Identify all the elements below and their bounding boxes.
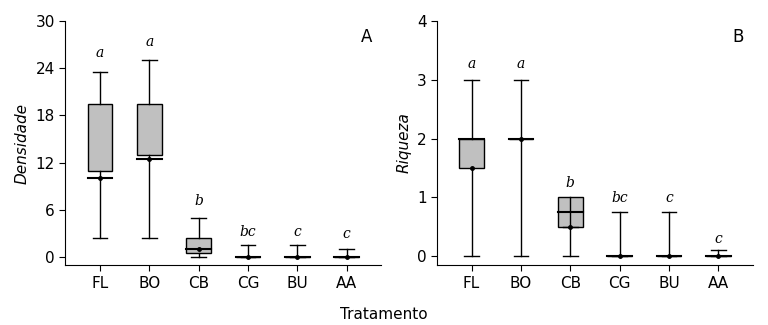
Text: bc: bc [240, 225, 257, 239]
Text: c: c [665, 190, 673, 204]
FancyBboxPatch shape [88, 104, 112, 171]
Text: a: a [517, 57, 525, 71]
Text: A: A [360, 28, 372, 46]
Text: a: a [145, 34, 154, 48]
Text: bc: bc [611, 190, 628, 204]
FancyBboxPatch shape [558, 198, 583, 227]
Y-axis label: Densidade: Densidade [15, 103, 30, 184]
FancyBboxPatch shape [187, 238, 211, 253]
Text: c: c [343, 227, 351, 241]
FancyBboxPatch shape [459, 139, 484, 168]
Text: B: B [732, 28, 743, 46]
Text: b: b [566, 176, 574, 190]
Text: c: c [293, 225, 301, 239]
Text: Tratamento: Tratamento [340, 307, 428, 322]
FancyBboxPatch shape [137, 104, 161, 155]
Text: c: c [714, 232, 723, 246]
Text: a: a [468, 57, 475, 71]
Y-axis label: Riqueza: Riqueza [396, 112, 412, 174]
Text: b: b [194, 194, 203, 208]
Text: a: a [96, 46, 104, 60]
